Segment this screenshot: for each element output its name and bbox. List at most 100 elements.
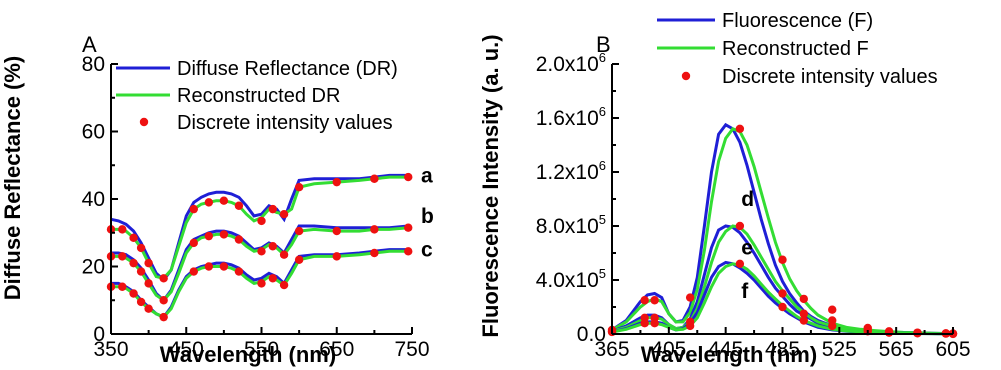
panel-b-x-axis-label: Wavelength (nm): [641, 342, 817, 367]
discrete-point-a: [332, 177, 341, 187]
discrete-point-c: [332, 252, 341, 261]
discrete-point-d: [640, 296, 649, 305]
discrete-point-f: [884, 328, 894, 337]
discrete-point-c: [159, 312, 168, 322]
curve-label-e: e: [741, 237, 753, 260]
y-tick-label: 0.0: [577, 323, 606, 346]
discrete-point-b: [268, 242, 277, 251]
discrete-point-c: [404, 247, 413, 256]
discrete-point-e: [799, 309, 809, 318]
discrete-point-e: [778, 289, 787, 298]
discrete-point-a: [268, 204, 277, 214]
discrete-point-f: [735, 259, 745, 268]
panel-b: B d ef 365 405 445 485 525 565 605 0.0 4.0x105 8.0…: [478, 10, 971, 367]
y-tick-label: 20: [82, 256, 105, 279]
discrete-point-b: [294, 226, 304, 236]
panel-a-y-axis-label: Diffuse Reflectance (%): [0, 56, 25, 301]
panel-b-legend: Fluorescence (F) Reconstructed F Discrete …: [657, 10, 938, 88]
discrete-point-b: [279, 250, 289, 259]
discrete-point-a: [118, 225, 127, 234]
discrete-point-c: [118, 282, 127, 291]
series-b-measured-line: [111, 224, 409, 303]
legend-swatch: [139, 117, 149, 127]
discrete-point-d: [685, 293, 695, 302]
x-tick-label: 445: [708, 338, 743, 361]
discrete-point-c: [136, 297, 146, 307]
discrete-point-b: [370, 225, 379, 234]
panel-b-plot-area: d ef: [607, 122, 958, 339]
y-tick-label: 8.0x105: [536, 212, 606, 238]
discrete-point-c: [294, 255, 304, 264]
curve-label-b: b: [421, 205, 434, 228]
discrete-point-c: [204, 262, 214, 271]
discrete-point-a: [144, 258, 153, 268]
x-tick-label: 450: [169, 338, 204, 361]
legend-label: Diffuse Reflectance (DR): [177, 58, 398, 80]
y-tick-label: 0: [93, 323, 105, 346]
discrete-point-a: [136, 243, 146, 253]
y-tick-label: 2.0x106: [536, 50, 606, 76]
discrete-point-c: [189, 267, 198, 276]
x-tick-label: 365: [594, 338, 629, 361]
discrete-point-b: [234, 235, 244, 244]
discrete-point-a: [204, 198, 214, 207]
discrete-point-a: [159, 274, 168, 283]
discrete-point-d: [828, 305, 837, 314]
discrete-point-f: [799, 316, 809, 325]
y-tick-label: 40: [82, 188, 105, 211]
discrete-point-c: [144, 304, 153, 313]
x-tick-label: 525: [822, 338, 857, 361]
discrete-point-b: [204, 231, 214, 241]
x-tick-label: 565: [879, 338, 914, 361]
discrete-point-c: [268, 274, 277, 283]
x-tick-label: 350: [93, 338, 128, 361]
discrete-point-a: [129, 233, 138, 243]
discrete-point-b: [332, 226, 341, 236]
discrete-point-f: [685, 321, 695, 331]
discrete-point-b: [404, 223, 413, 232]
x-tick-label: 650: [319, 338, 354, 361]
discrete-point-a: [404, 172, 413, 182]
discrete-point-f: [778, 302, 787, 312]
discrete-point-b: [219, 230, 229, 239]
x-tick-label: 405: [651, 338, 686, 361]
x-tick-label: 750: [394, 338, 429, 361]
panel-a-letter: A: [82, 32, 97, 57]
x-tick-label: 605: [935, 338, 970, 361]
legend-swatch: [681, 71, 691, 81]
discrete-point-b: [136, 267, 146, 276]
discrete-point-a: [189, 204, 198, 214]
panel-a: A abc 350 450 550 650 750 0 20 40 60 80 Wavelengt…: [0, 32, 434, 367]
curve-label-a: a: [421, 164, 433, 187]
legend-label: Discrete intensity values: [177, 112, 393, 134]
discrete-point-a: [294, 182, 304, 192]
legend-label: Discrete intensity values: [722, 66, 938, 88]
legend-label: Reconstructed F: [722, 38, 869, 60]
discrete-point-a: [370, 174, 379, 183]
discrete-point-e: [735, 221, 745, 231]
panel-a-plot-area: abc: [106, 164, 434, 322]
discrete-point-d: [650, 296, 659, 305]
discrete-point-b: [257, 247, 266, 256]
discrete-point-a: [279, 209, 289, 219]
discrete-point-a: [257, 216, 266, 226]
panel-a-axes: 350 450 550 650 750 0 20 40 60 80: [82, 53, 430, 361]
discrete-point-b: [144, 279, 153, 288]
discrete-point-d: [799, 294, 809, 304]
curve-label-d: d: [741, 188, 754, 211]
discrete-point-c: [129, 289, 138, 298]
series-f-reconstructed-line: [611, 262, 954, 336]
y-tick-label: 60: [82, 121, 105, 144]
y-tick-label: 1.2x106: [536, 158, 606, 184]
discrete-point-b: [189, 238, 198, 248]
legend-label: Fluorescence (F): [722, 10, 873, 32]
y-tick-label: 1.6x106: [536, 104, 606, 130]
discrete-point-f: [828, 321, 837, 331]
discrete-point-b: [159, 296, 168, 305]
panel-b-axes: 365 405 445 485 525 565 605 0.0 4.0x105 8.0x105 1.…: [536, 50, 971, 361]
curve-label-f: f: [741, 280, 749, 303]
discrete-point-c: [279, 280, 289, 290]
discrete-point-a: [219, 196, 229, 205]
discrete-point-c: [370, 248, 379, 258]
